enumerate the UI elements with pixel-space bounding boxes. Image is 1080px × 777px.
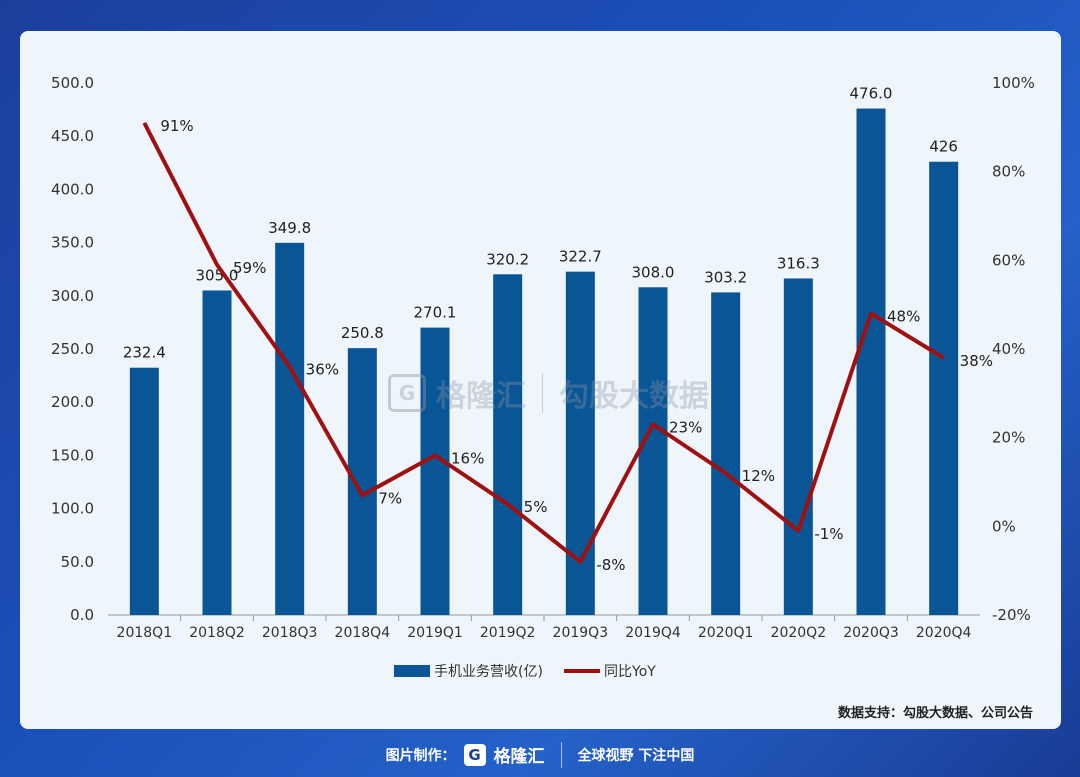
line-value-label: 5% xyxy=(524,498,548,516)
line-value-label: 7% xyxy=(378,489,402,507)
y-right-tick-label: 20% xyxy=(992,429,1025,447)
yoy-line xyxy=(142,121,945,564)
x-tick-label: 2018Q1 xyxy=(117,625,173,641)
y-left-tick-label: 100.0 xyxy=(51,500,94,518)
y-left-tick-label: 0.0 xyxy=(70,606,94,624)
footer-slogan: 全球视野 下注中国 xyxy=(577,747,695,764)
line-value-label: -8% xyxy=(596,556,625,574)
bar-value-label: 303.2 xyxy=(704,268,747,286)
bar xyxy=(275,242,305,615)
line-value-label: 23% xyxy=(669,418,702,436)
line-value-label: -1% xyxy=(814,525,843,543)
bar xyxy=(929,161,959,615)
x-tick-label: 2018Q3 xyxy=(262,625,318,641)
bar xyxy=(347,348,377,615)
footer-brand: 格隆汇 xyxy=(493,747,545,767)
y-left-tick-label: 300.0 xyxy=(51,287,94,305)
bar xyxy=(856,108,886,615)
x-tick-label: 2018Q2 xyxy=(189,625,245,641)
bar-value-label: 250.8 xyxy=(341,324,384,342)
chart-panel: 0.0 50.0 100.0 150.0 200.0 250.0 300.0 350.0 400… xyxy=(20,31,1061,729)
y-left-tick-label: 250.0 xyxy=(51,340,94,358)
watermark: G 格隆汇 勾股大数据 xyxy=(388,371,709,415)
line-value-label: 59% xyxy=(233,259,266,277)
bar-value-label: 320.2 xyxy=(486,250,529,268)
y-left-tick-label: 50.0 xyxy=(61,553,94,571)
bar xyxy=(493,274,523,615)
bar-value-label: 316.3 xyxy=(777,254,820,272)
bar xyxy=(202,290,232,615)
x-tick-label: 2020Q4 xyxy=(916,625,972,641)
x-tick-label: 2019Q1 xyxy=(407,625,463,641)
bar-value-label: 270.1 xyxy=(414,304,457,322)
x-tick-label: 2019Q2 xyxy=(480,625,536,641)
x-tick-label: 2020Q3 xyxy=(843,625,899,641)
bar-value-label: 232.4 xyxy=(123,344,166,362)
y-right-tick-label: 60% xyxy=(992,251,1025,269)
line-value-label: 48% xyxy=(887,308,920,326)
y-right-tick-label: 0% xyxy=(992,517,1016,535)
bar xyxy=(783,278,813,615)
y-left-tick-label: 350.0 xyxy=(51,234,94,252)
footer: 图片制作： G 格隆汇 全球视野 下注中国 xyxy=(0,732,1080,777)
y-right-tick-label: -20% xyxy=(992,606,1031,624)
line-value-label: 38% xyxy=(960,352,993,370)
watermark-divider xyxy=(542,373,543,413)
x-tick-label: 2019Q3 xyxy=(553,625,609,641)
bar-value-label: 426 xyxy=(929,138,958,156)
y-right-tick-label: 100% xyxy=(992,74,1035,92)
footer-divider xyxy=(560,741,562,768)
y-left-tick-label: 450.0 xyxy=(51,127,94,145)
y-left-tick-label: 200.0 xyxy=(51,393,94,411)
bar-value-label: 322.7 xyxy=(559,248,602,266)
bar xyxy=(420,327,450,615)
watermark-logo-icon: G xyxy=(388,374,426,412)
y-left-tick-label: 400.0 xyxy=(51,180,94,198)
line-value-label: 16% xyxy=(451,449,484,467)
legend-line-label: 同比YoY xyxy=(604,664,656,680)
line-value-label: 36% xyxy=(306,361,339,379)
footer-logo-icon: G xyxy=(463,743,486,766)
bar-value-label: 308.0 xyxy=(632,263,675,281)
source-note: 数据支持：勾股大数据、公司公告 xyxy=(837,706,1033,721)
bar xyxy=(711,292,741,615)
watermark-brand: 格隆汇 xyxy=(436,379,526,414)
x-tick-label: 2019Q4 xyxy=(625,625,681,641)
line-value-label: 12% xyxy=(742,467,775,485)
y-right-tick-label: 40% xyxy=(992,340,1025,358)
bar-value-label: 349.8 xyxy=(268,219,311,237)
x-tick-label: 2020Q2 xyxy=(771,625,827,641)
watermark-text: 勾股大数据 xyxy=(559,379,709,414)
line-value-label: 91% xyxy=(160,117,193,135)
y-right-tick-label: 80% xyxy=(992,163,1025,181)
y-left-tick-label: 150.0 xyxy=(51,446,94,464)
legend-bar-swatch xyxy=(394,665,430,677)
legend-bar-label: 手机业务营收(亿) xyxy=(434,664,543,680)
x-tick-label: 2020Q1 xyxy=(698,625,754,641)
bar-value-label: 476.0 xyxy=(850,85,893,103)
y-left-tick-label: 500.0 xyxy=(51,74,94,92)
x-tick-label: 2018Q4 xyxy=(335,625,391,641)
bar xyxy=(638,287,668,615)
footer-prefix: 图片制作： xyxy=(385,747,456,764)
bar xyxy=(129,367,159,615)
combo-chart: 0.0 50.0 100.0 150.0 200.0 250.0 300.0 350.0 400… xyxy=(51,74,1035,680)
